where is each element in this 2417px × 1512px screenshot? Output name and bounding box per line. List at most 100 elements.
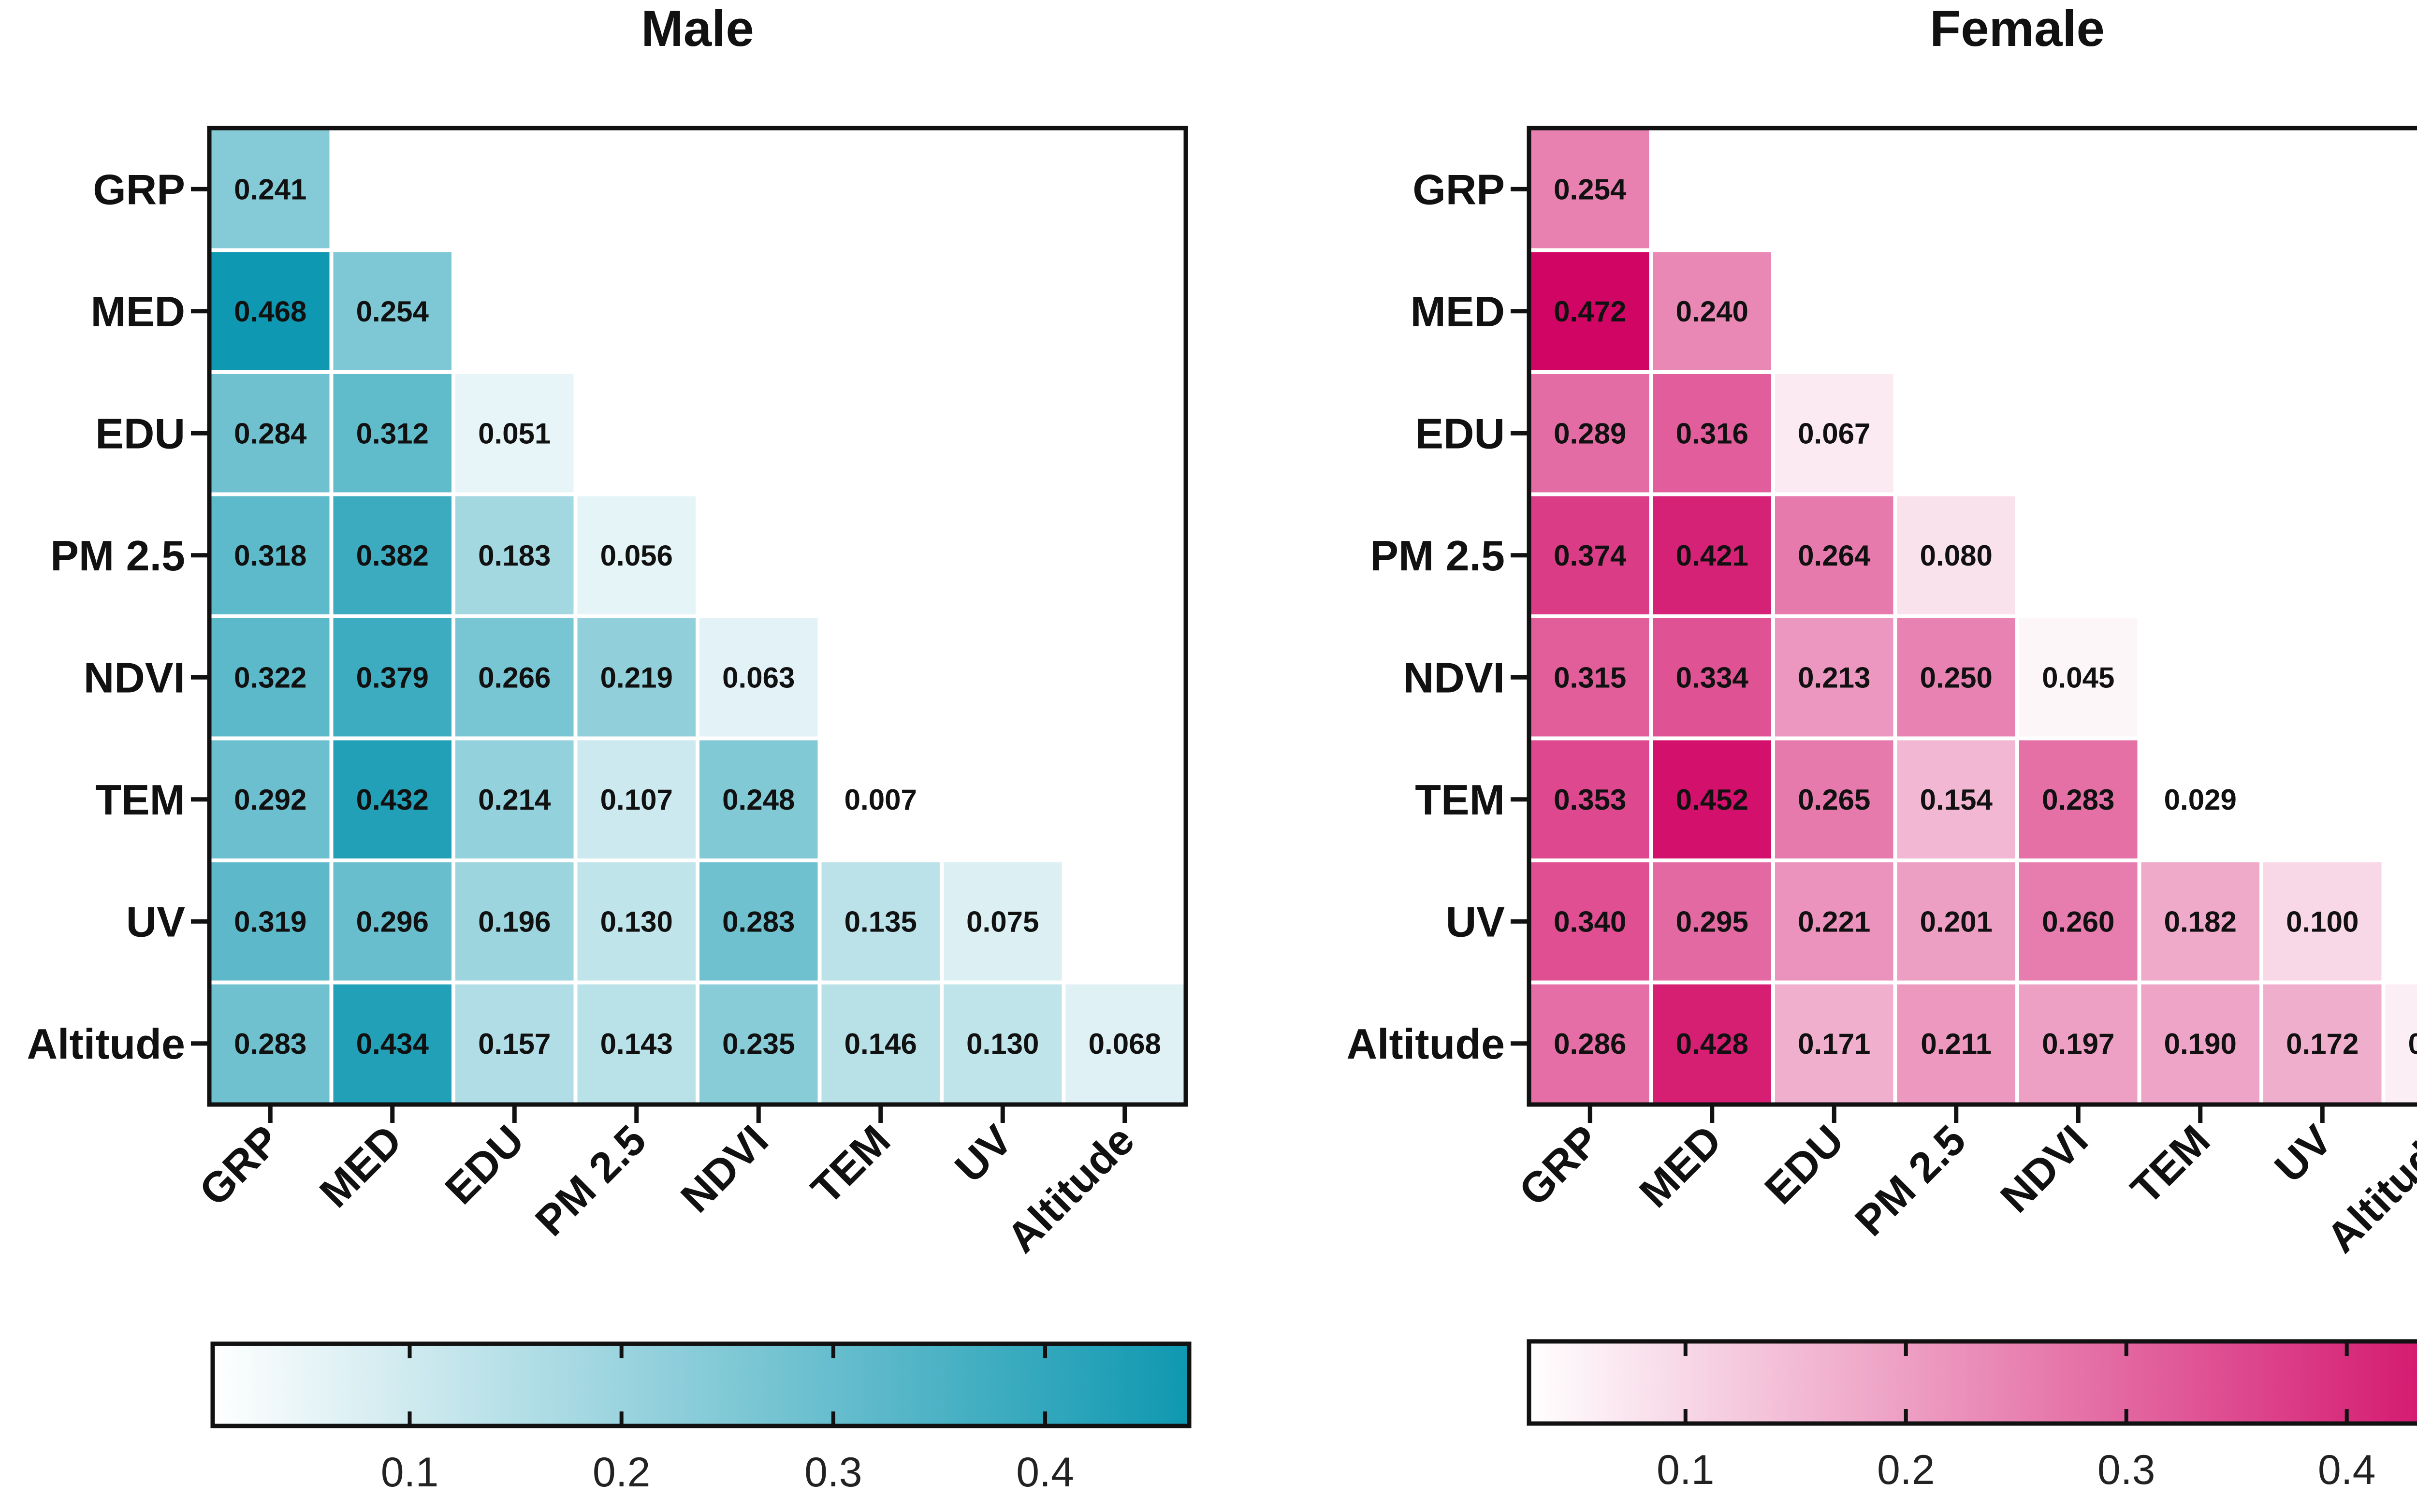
male-cell-label-4-3: 0.219 <box>600 661 673 694</box>
female-row-label-6: UV <box>1446 898 1505 945</box>
male-cell-label-6-6: 0.075 <box>966 905 1039 938</box>
female-col-label-5: TEM <box>2122 1116 2219 1213</box>
male-cell-label-5-2: 0.214 <box>478 784 551 816</box>
male-row-label-3: PM 2.5 <box>50 532 185 580</box>
male-row-label-2: EDU <box>95 409 185 457</box>
male-cell-label-3-3: 0.056 <box>600 539 673 572</box>
female-cell-label-4-3: 0.250 <box>1920 661 1993 694</box>
female-cell-label-2-1: 0.316 <box>1676 417 1748 450</box>
female-cell-label-4-4: 0.045 <box>2042 661 2114 694</box>
male-chart-title: Male <box>641 0 754 57</box>
female-colorbar-tick-label-2: 0.3 <box>2097 1447 2155 1493</box>
female-cell-label-6-3: 0.201 <box>1920 905 1993 938</box>
female-cell-label-6-5: 0.182 <box>2164 905 2237 938</box>
female-cell-label-6-4: 0.260 <box>2042 905 2114 938</box>
male-cell-label-7-4: 0.235 <box>722 1028 795 1060</box>
female-cell-label-5-1: 0.452 <box>1676 784 1748 816</box>
female-col-label-7: Altitude <box>2317 1116 2417 1262</box>
female-cell-label-5-3: 0.154 <box>1920 784 1993 816</box>
female-cell-label-5-5: 0.029 <box>2164 784 2237 816</box>
male-cell-label-7-7: 0.068 <box>1089 1028 1161 1060</box>
male-cell-label-7-3: 0.143 <box>600 1028 673 1060</box>
female-cell-label-7-3: 0.211 <box>1921 1028 1992 1060</box>
male-cell-label-7-1: 0.434 <box>356 1028 429 1060</box>
female-row-label-5: TEM <box>1415 776 1505 824</box>
female-row-label-0: GRP <box>1412 165 1505 213</box>
female-cell-label-7-6: 0.172 <box>2286 1028 2359 1060</box>
female-colorbar-tick-label-0: 0.1 <box>1657 1447 1715 1493</box>
female-col-label-0: GRP <box>1510 1116 1609 1215</box>
female-cell-label-6-6: 0.100 <box>2286 905 2359 938</box>
female-cell-label-7-0: 0.286 <box>1554 1028 1626 1060</box>
male-cell-label-5-5: 0.007 <box>844 784 917 816</box>
female-row-label-2: EDU <box>1415 409 1505 457</box>
male-row-label-6: UV <box>126 898 186 945</box>
male-cell-label-3-1: 0.382 <box>356 539 429 572</box>
female-colorbar-tick-label-3: 0.4 <box>2318 1447 2376 1493</box>
male-col-label-4: NDVI <box>671 1116 777 1221</box>
male-colorbar-tick-label-0: 0.1 <box>381 1449 439 1496</box>
male-cell-label-4-2: 0.266 <box>478 661 551 694</box>
male-col-label-0: GRP <box>190 1116 289 1215</box>
female-cell-label-2-2: 0.067 <box>1798 417 1870 450</box>
male-cell-label-7-6: 0.130 <box>966 1028 1039 1060</box>
male-cell-label-6-5: 0.135 <box>844 905 917 938</box>
female-cell-label-3-0: 0.374 <box>1554 539 1627 572</box>
female-row-label-3: PM 2.5 <box>1370 532 1505 580</box>
female-cell-label-4-2: 0.213 <box>1798 661 1870 694</box>
male-cell-label-4-1: 0.379 <box>356 661 429 694</box>
male-cell-label-5-3: 0.107 <box>600 784 673 816</box>
female-cell-label-7-5: 0.190 <box>2164 1028 2237 1060</box>
female-cell-label-5-2: 0.265 <box>1798 784 1870 816</box>
female-colorbar <box>1529 1341 2417 1424</box>
male-colorbar-tick-label-1: 0.2 <box>593 1449 651 1496</box>
female-cell-label-3-2: 0.264 <box>1798 539 1871 572</box>
male-cell-label-0-0: 0.241 <box>234 173 306 205</box>
female-cell-label-5-4: 0.283 <box>2042 784 2114 816</box>
male-cell-label-3-0: 0.318 <box>234 539 306 572</box>
male-col-label-7: Altitude <box>998 1116 1144 1262</box>
female-col-label-2: EDU <box>1755 1116 1852 1213</box>
female-col-label-4: NDVI <box>1991 1116 2097 1221</box>
male-cell-label-1-1: 0.254 <box>356 295 429 328</box>
male-colorbar-tick-label-3: 0.4 <box>1016 1449 1074 1496</box>
male-cell-label-7-2: 0.157 <box>478 1028 551 1060</box>
male-cell-label-1-0: 0.468 <box>234 295 306 328</box>
female-col-label-1: MED <box>1630 1116 1731 1216</box>
male-cell-label-6-3: 0.130 <box>600 905 673 938</box>
female-cell-label-4-0: 0.315 <box>1554 661 1626 694</box>
female-cell-label-6-0: 0.340 <box>1554 905 1626 938</box>
male-row-label-0: GRP <box>93 165 185 213</box>
male-cell-label-6-2: 0.196 <box>478 905 551 938</box>
female-chart-title: Female <box>1930 0 2105 57</box>
male-colorbar <box>213 1344 1189 1426</box>
male-row-label-7: Altitude <box>27 1020 185 1068</box>
male-cell-label-4-0: 0.322 <box>234 661 306 694</box>
male-row-label-4: NDVI <box>84 654 185 701</box>
male-col-label-3: PM 2.5 <box>526 1116 655 1245</box>
male-col-label-2: EDU <box>436 1116 533 1213</box>
female-cell-label-7-1: 0.428 <box>1676 1028 1748 1060</box>
male-cell-label-6-1: 0.296 <box>356 905 429 938</box>
male-cell-label-4-4: 0.063 <box>722 661 795 694</box>
female-cell-label-2-0: 0.289 <box>1554 417 1626 450</box>
male-row-label-5: TEM <box>95 776 185 824</box>
male-row-label-1: MED <box>90 288 185 335</box>
male-cell-label-6-0: 0.319 <box>234 905 306 938</box>
male-col-label-1: MED <box>310 1116 411 1216</box>
male-cell-label-2-1: 0.312 <box>356 417 429 450</box>
female-row-label-1: MED <box>1410 288 1505 335</box>
male-cell-label-7-0: 0.283 <box>234 1028 306 1060</box>
male-col-label-6: UV <box>946 1116 1021 1192</box>
female-col-label-3: PM 2.5 <box>1846 1116 1975 1245</box>
female-row-label-4: NDVI <box>1403 654 1505 701</box>
female-cell-label-6-1: 0.295 <box>1676 905 1748 938</box>
female-cell-label-6-2: 0.221 <box>1798 905 1870 938</box>
female-cell-label-7-4: 0.197 <box>2042 1028 2114 1060</box>
male-cell-label-2-0: 0.284 <box>234 417 307 450</box>
female-cell-label-7-2: 0.171 <box>1798 1028 1870 1060</box>
